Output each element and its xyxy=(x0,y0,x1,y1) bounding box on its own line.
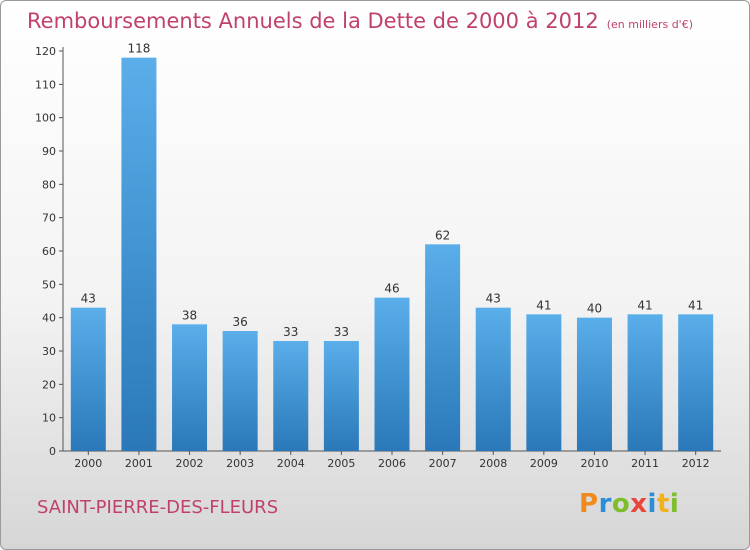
x-tick-label: 2002 xyxy=(176,457,204,470)
logo-letter: i xyxy=(669,489,680,519)
bar xyxy=(70,307,106,451)
x-tick-label: 2000 xyxy=(74,457,102,470)
x-tick-label: 2010 xyxy=(580,457,608,470)
bar-value-label: 46 xyxy=(384,282,399,296)
logo-letter: i xyxy=(647,489,657,519)
bar-value-label: 41 xyxy=(536,298,551,312)
bar-value-label: 43 xyxy=(81,292,96,306)
y-tick-label: 100 xyxy=(35,112,56,125)
y-tick-label: 40 xyxy=(42,312,56,325)
bar xyxy=(425,244,461,451)
bar-value-label: 41 xyxy=(688,298,703,312)
y-tick-label: 0 xyxy=(49,445,56,458)
x-tick-label: 2001 xyxy=(125,457,153,470)
y-tick-label: 70 xyxy=(42,212,56,225)
logo-letter: t xyxy=(656,489,670,519)
bar xyxy=(475,307,511,451)
y-tick-label: 60 xyxy=(42,245,56,258)
commune-name: SAINT-PIERRE-DES-FLEURS xyxy=(37,497,279,518)
bar-value-label: 62 xyxy=(435,228,450,242)
bar xyxy=(526,314,562,451)
bar xyxy=(172,324,208,451)
x-tick-label: 2006 xyxy=(378,457,406,470)
logo-letter: P xyxy=(579,489,599,519)
bar xyxy=(576,317,612,451)
logo-letter: r xyxy=(598,489,612,519)
bar-value-label: 40 xyxy=(587,302,602,316)
bar-value-label: 33 xyxy=(283,325,298,339)
bar xyxy=(323,341,359,451)
logo-letter: x xyxy=(630,489,648,519)
y-tick-label: 90 xyxy=(42,145,56,158)
proxiti-logo: Proxiti xyxy=(579,489,679,519)
y-tick-label: 80 xyxy=(42,178,56,191)
x-tick-label: 2003 xyxy=(226,457,254,470)
x-tick-label: 2005 xyxy=(327,457,355,470)
bar-value-label: 41 xyxy=(637,298,652,312)
y-tick-label: 10 xyxy=(42,412,56,425)
y-tick-label: 20 xyxy=(42,378,56,391)
x-tick-label: 2009 xyxy=(530,457,558,470)
bar-value-label: 36 xyxy=(233,315,248,329)
bar xyxy=(627,314,663,451)
bar xyxy=(121,57,157,452)
logo-letter: o xyxy=(611,489,631,519)
chart-title: Remboursements Annuels de la Dette de 20… xyxy=(27,9,693,33)
x-tick-label: 2007 xyxy=(429,457,457,470)
bar-value-label: 118 xyxy=(127,42,150,56)
bar xyxy=(273,341,309,451)
x-tick-label: 2011 xyxy=(631,457,659,470)
x-tick-label: 2012 xyxy=(682,457,710,470)
chart-title-text: Remboursements Annuels de la Dette de 20… xyxy=(27,9,599,33)
bar xyxy=(222,331,258,451)
chart-unit: (en milliers d'€) xyxy=(606,18,693,31)
y-tick-label: 110 xyxy=(35,78,56,91)
x-tick-label: 2008 xyxy=(479,457,507,470)
y-tick-label: 120 xyxy=(35,45,56,58)
bar xyxy=(374,297,410,451)
x-tick-label: 2004 xyxy=(277,457,305,470)
bar-value-label: 33 xyxy=(334,325,349,339)
bar xyxy=(678,314,714,451)
y-tick-label: 50 xyxy=(42,278,56,291)
bar-value-label: 43 xyxy=(486,292,501,306)
bar-value-label: 38 xyxy=(182,308,197,322)
y-tick-label: 30 xyxy=(42,345,56,358)
